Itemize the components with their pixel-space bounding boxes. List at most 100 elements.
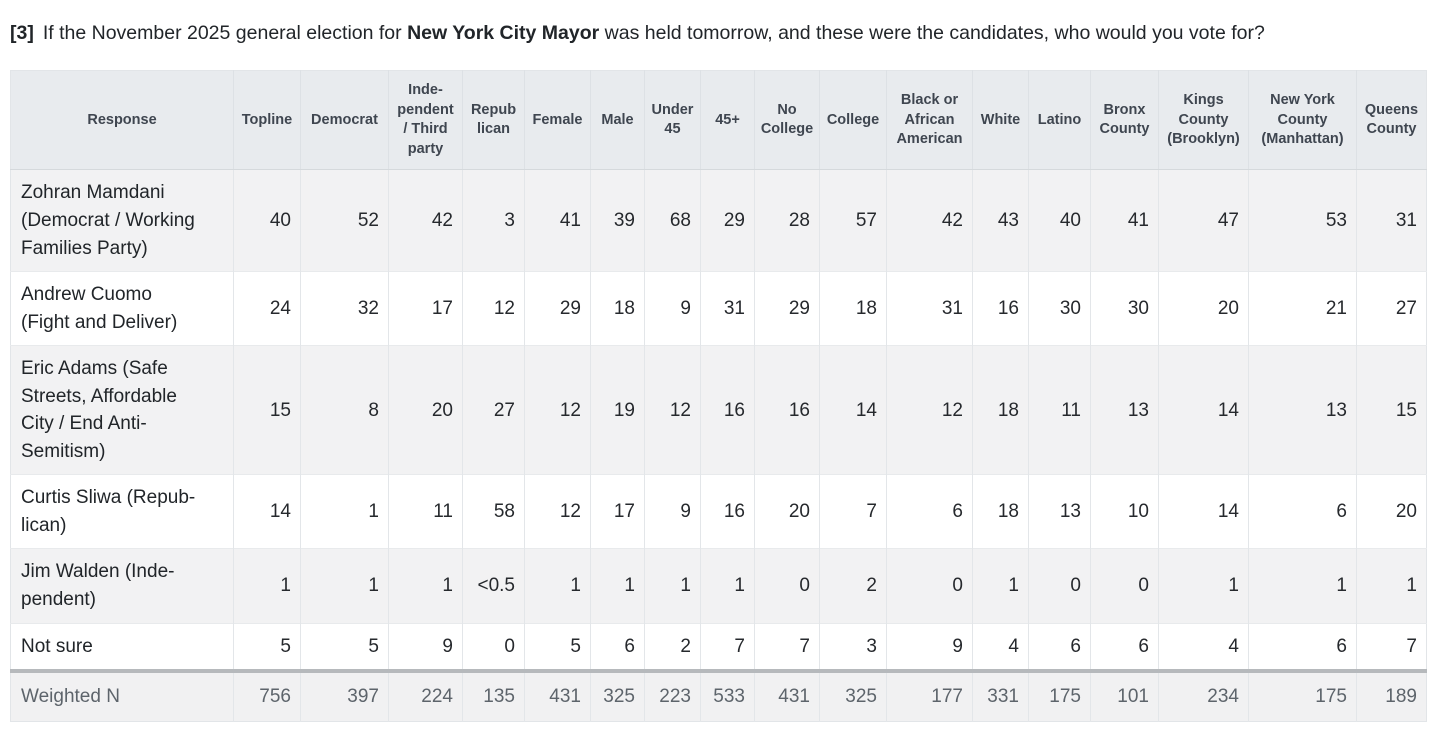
value-cell: 18 [972, 474, 1029, 549]
value-cell: 6 [886, 474, 973, 549]
value-cell: 0 [1028, 548, 1091, 624]
value-cell: 12 [524, 474, 591, 549]
weighted-n-value: 756 [233, 669, 301, 722]
value-cell: 47 [1158, 169, 1249, 272]
value-cell: 1 [388, 548, 463, 624]
value-cell: 6 [1090, 622, 1159, 672]
value-cell: 6 [1248, 474, 1357, 549]
value-cell: 16 [700, 345, 755, 475]
weighted-n-row: Weighted N 756 397 224 135 431 325 223 533 431 325… [10, 669, 1427, 722]
column-header: Democrat [300, 70, 389, 171]
value-cell: 6 [1248, 622, 1357, 672]
value-cell: 31 [1356, 169, 1427, 272]
value-cell: 3 [819, 622, 887, 672]
crosstab-table: Response Topline Democrat Inde- pendent / T… [10, 70, 1427, 722]
column-header: Latino [1028, 70, 1091, 171]
value-cell: 1 [644, 548, 701, 624]
value-cell: 5 [524, 622, 591, 672]
value-cell: 24 [233, 271, 301, 346]
value-cell: 1 [233, 548, 301, 624]
value-cell: 14 [233, 474, 301, 549]
value-cell: 0 [754, 548, 820, 624]
value-cell: 20 [388, 345, 463, 475]
value-cell: 41 [1090, 169, 1159, 272]
value-cell: 1 [1158, 548, 1249, 624]
table-row: Andrew Cuomo (Fight and Deliver) 24 32 17 12… [10, 271, 1427, 346]
value-cell: 2 [644, 622, 701, 672]
value-cell: 12 [886, 345, 973, 475]
column-header: Queens County [1356, 70, 1427, 171]
response-cell: Not sure [10, 622, 234, 672]
value-cell: 16 [700, 474, 755, 549]
value-cell: 27 [462, 345, 525, 475]
value-cell: 31 [886, 271, 973, 346]
column-header: No College [754, 70, 820, 171]
value-cell: 20 [1158, 271, 1249, 346]
value-cell: 31 [700, 271, 755, 346]
column-header: Kings County (Brooklyn) [1158, 70, 1249, 171]
value-cell: 16 [972, 271, 1029, 346]
column-header: Inde- pendent / Third party [388, 70, 463, 171]
value-cell: 1 [590, 548, 645, 624]
column-header: Under 45 [644, 70, 701, 171]
value-cell: 9 [886, 622, 973, 672]
value-cell: 8 [300, 345, 389, 475]
weighted-n-value: 101 [1090, 669, 1159, 722]
value-cell: 40 [233, 169, 301, 272]
value-cell: 13 [1028, 474, 1091, 549]
value-cell: 17 [388, 271, 463, 346]
value-cell: 30 [1028, 271, 1091, 346]
value-cell: 20 [754, 474, 820, 549]
value-cell: 28 [754, 169, 820, 272]
value-cell: 5 [233, 622, 301, 672]
weighted-n-value: 234 [1158, 669, 1249, 722]
question-subject: New York City Mayor [407, 22, 600, 44]
value-cell: 43 [972, 169, 1029, 272]
header-row: Response Topline Democrat Inde- pendent / T… [10, 70, 1427, 171]
response-cell: Jim Walden (Inde- pendent) [10, 548, 234, 624]
response-cell: Curtis Sliwa (Repub- lican) [10, 474, 234, 549]
value-cell: 6 [590, 622, 645, 672]
table-row: Zohran Mamdani (Democrat / Working Famil… [10, 169, 1427, 272]
value-cell: 57 [819, 169, 887, 272]
value-cell: 7 [700, 622, 755, 672]
value-cell: 0 [462, 622, 525, 672]
weighted-n-value: 135 [462, 669, 525, 722]
column-header: Topline [233, 70, 301, 171]
column-header: Black or African American [886, 70, 973, 171]
weighted-n-value: 325 [590, 669, 645, 722]
value-cell: 9 [644, 271, 701, 346]
value-cell: 15 [1356, 345, 1427, 475]
value-cell: 32 [300, 271, 389, 346]
value-cell: 5 [300, 622, 389, 672]
value-cell: 21 [1248, 271, 1357, 346]
value-cell: 6 [1028, 622, 1091, 672]
weighted-n-value: 397 [300, 669, 389, 722]
value-cell: 1 [700, 548, 755, 624]
value-cell: 30 [1090, 271, 1159, 346]
value-cell: 27 [1356, 271, 1427, 346]
column-header: Female [524, 70, 591, 171]
table-row: Curtis Sliwa (Repub- lican) 14 1 11 58 12 17 9 1… [10, 474, 1427, 549]
value-cell: 18 [590, 271, 645, 346]
value-cell: 20 [1356, 474, 1427, 549]
value-cell: 18 [972, 345, 1029, 475]
column-header: 45+ [700, 70, 755, 171]
value-cell: 11 [388, 474, 463, 549]
value-cell: 1 [1248, 548, 1357, 624]
value-cell: 2 [819, 548, 887, 624]
weighted-n-value: 177 [886, 669, 973, 722]
question-text-lead: If the November 2025 general election fo… [42, 22, 408, 44]
value-cell: 42 [388, 169, 463, 272]
value-cell: 42 [886, 169, 973, 272]
value-cell: 58 [462, 474, 525, 549]
question-title: [3] If the November 2025 general election… [10, 18, 1442, 48]
value-cell: 40 [1028, 169, 1091, 272]
value-cell: 1 [524, 548, 591, 624]
question-number: [3] [10, 22, 34, 44]
value-cell: 12 [644, 345, 701, 475]
value-cell: 7 [819, 474, 887, 549]
value-cell: 39 [590, 169, 645, 272]
value-cell: 1 [1356, 548, 1427, 624]
